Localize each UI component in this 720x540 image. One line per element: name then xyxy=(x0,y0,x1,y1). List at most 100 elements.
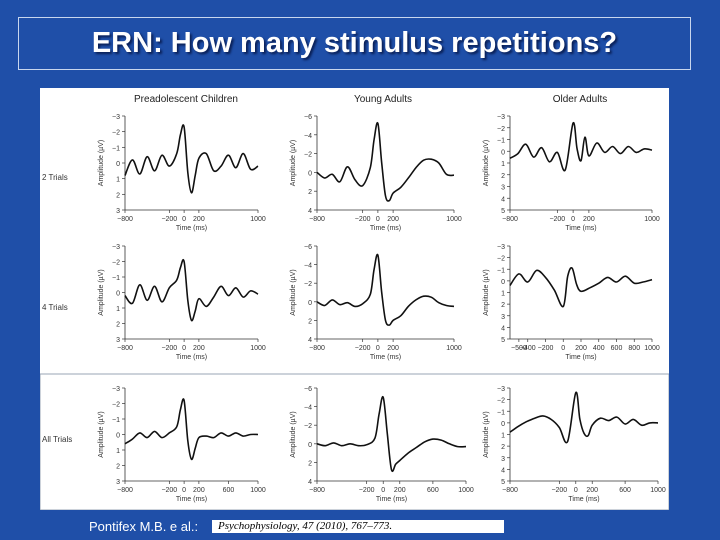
y-tick-label: 3 xyxy=(116,208,120,215)
column-header-young-adults: Young Adults xyxy=(354,94,412,105)
x-tick-label: −200 xyxy=(551,487,567,494)
y-tick-label: 4 xyxy=(308,479,312,486)
x-tick-label: −800 xyxy=(117,487,133,494)
y-tick-label: 4 xyxy=(501,196,505,203)
y-tick-label: 0 xyxy=(501,279,505,286)
y-tick-label: 0 xyxy=(116,291,120,298)
y-tick-label: 2 xyxy=(308,189,312,196)
x-axis-label: Time (ms) xyxy=(370,225,401,232)
y-tick-label: −3 xyxy=(112,244,120,251)
y-tick-label: 5 xyxy=(501,479,505,486)
y-axis-label: Amplitude (µV) xyxy=(483,411,490,457)
erp-figure-svg: Preadolescent Children Young Adults Olde… xyxy=(39,94,670,511)
column-header-children: Preadolescent Children xyxy=(134,94,238,105)
y-tick-label: −3 xyxy=(112,114,120,121)
y-tick-label: −1 xyxy=(112,417,120,424)
x-tick-label: 200 xyxy=(193,216,205,223)
y-tick-label: 2 xyxy=(501,444,505,451)
y-tick-label: 1 xyxy=(116,177,120,184)
x-tick-label: 1000 xyxy=(446,345,462,352)
y-tick-label: −4 xyxy=(304,405,312,412)
y-tick-label: 4 xyxy=(501,325,505,332)
y-axis-label: Amplitude (µV) xyxy=(483,140,490,186)
x-tick-label: 1000 xyxy=(644,216,660,223)
y-tick-label: −3 xyxy=(497,244,505,251)
y-tick-label: 3 xyxy=(501,185,505,192)
x-tick-label: 1000 xyxy=(250,487,266,494)
y-tick-label: 0 xyxy=(308,300,312,307)
erp-waveform xyxy=(509,122,653,172)
x-tick-label: 0 xyxy=(376,216,380,223)
x-tick-label: −200 xyxy=(161,345,177,352)
x-tick-label: 600 xyxy=(223,487,235,494)
x-tick-label: 200 xyxy=(394,487,406,494)
y-tick-label: 0 xyxy=(116,433,120,440)
slide-title: ERN: How many stimulus repetitions? xyxy=(91,27,618,59)
y-axis-label: Amplitude (µV) xyxy=(483,269,490,315)
x-tick-label: 600 xyxy=(611,345,623,352)
row-label-4-trials: 4 Trials xyxy=(42,303,68,312)
y-tick-label: −1 xyxy=(112,145,120,152)
y-tick-label: −4 xyxy=(304,263,312,270)
x-tick-label: 0 xyxy=(571,216,575,223)
x-axis-label: Time (ms) xyxy=(176,354,207,361)
x-tick-label: 0 xyxy=(182,487,186,494)
x-tick-label: 200 xyxy=(586,487,598,494)
y-axis-label: Amplitude (µV) xyxy=(98,140,105,186)
x-tick-label: 200 xyxy=(193,345,205,352)
x-tick-label: −200 xyxy=(355,216,371,223)
y-tick-label: 5 xyxy=(501,208,505,215)
x-axis-label: Time (ms) xyxy=(565,225,596,232)
x-tick-label: −200 xyxy=(549,216,565,223)
x-tick-label: −800 xyxy=(502,216,518,223)
y-tick-label: −3 xyxy=(497,114,505,121)
row-label-2-trials: 2 Trials xyxy=(42,173,68,182)
y-tick-label: −1 xyxy=(497,267,505,274)
erp-waveform xyxy=(124,398,259,461)
y-tick-label: −3 xyxy=(112,386,120,393)
y-tick-label: 2 xyxy=(116,464,120,471)
y-tick-label: −2 xyxy=(112,260,120,267)
x-tick-label: 1000 xyxy=(644,345,660,352)
y-tick-label: −2 xyxy=(497,398,505,405)
y-tick-label: 5 xyxy=(501,337,505,344)
y-tick-label: 2 xyxy=(501,173,505,180)
y-tick-label: 4 xyxy=(308,337,312,344)
y-tick-label: −2 xyxy=(304,281,312,288)
y-tick-label: 3 xyxy=(501,456,505,463)
y-tick-label: −2 xyxy=(497,256,505,263)
y-tick-label: 1 xyxy=(501,433,505,440)
x-tick-label: −500 xyxy=(511,345,527,352)
x-tick-label: 600 xyxy=(619,487,631,494)
y-tick-label: −6 xyxy=(304,244,312,251)
x-tick-label: 1000 xyxy=(250,216,266,223)
x-axis-label: Time (ms) xyxy=(176,496,207,503)
x-tick-label: 1000 xyxy=(250,345,266,352)
x-tick-label: 0 xyxy=(574,487,578,494)
y-tick-label: 1 xyxy=(501,291,505,298)
x-tick-label: −800 xyxy=(309,216,325,223)
y-tick-label: −1 xyxy=(112,275,120,282)
y-tick-label: −4 xyxy=(304,133,312,140)
x-tick-label: 200 xyxy=(583,216,595,223)
y-tick-label: 0 xyxy=(308,170,312,177)
x-tick-label: 1000 xyxy=(650,487,666,494)
erp-waveform xyxy=(316,253,455,326)
x-tick-label: −400 xyxy=(520,345,536,352)
column-header-older-adults: Older Adults xyxy=(553,94,607,105)
y-tick-label: 4 xyxy=(501,467,505,474)
y-axis-label: Amplitude (µV) xyxy=(290,411,297,457)
y-axis-label: Amplitude (µV) xyxy=(98,411,105,457)
x-tick-label: 0 xyxy=(381,487,385,494)
citation-reference: Psychophysiology, 47 (2010), 767–773. xyxy=(212,520,504,533)
x-tick-label: 0 xyxy=(376,345,380,352)
erp-waveform xyxy=(316,121,455,202)
y-tick-label: 2 xyxy=(308,318,312,325)
y-tick-label: 0 xyxy=(501,421,505,428)
title-box: ERN: How many stimulus repetitions? xyxy=(18,17,691,70)
x-tick-label: 600 xyxy=(427,487,439,494)
y-tick-label: 2 xyxy=(116,322,120,329)
y-tick-label: 2 xyxy=(501,302,505,309)
y-tick-label: −1 xyxy=(497,138,505,145)
x-tick-label: −200 xyxy=(359,487,375,494)
